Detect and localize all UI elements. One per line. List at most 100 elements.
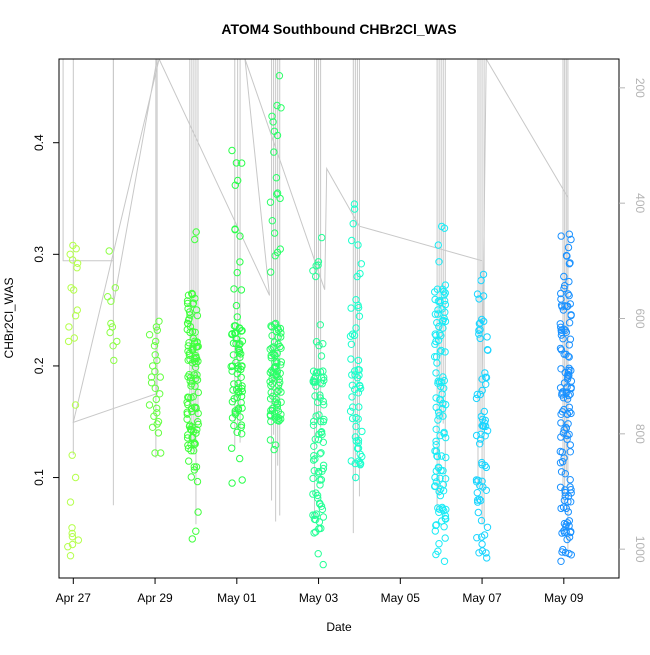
data-point-613	[472, 394, 481, 403]
data-point-577	[433, 452, 442, 461]
data-point-157	[188, 290, 197, 299]
data-point-31	[113, 337, 121, 346]
data-point-132	[186, 311, 194, 319]
data-point-39	[150, 342, 159, 350]
data-point-352	[266, 198, 275, 206]
data-point-341	[274, 340, 282, 348]
data-point-108	[186, 421, 194, 429]
data-point-757	[559, 458, 567, 466]
data-point-586	[434, 241, 442, 249]
data-point-603	[432, 331, 440, 340]
data-point-283	[277, 388, 285, 396]
data-point-591	[439, 505, 447, 513]
data-point-196	[231, 322, 240, 330]
data-point-15	[71, 473, 80, 482]
data-point-593	[441, 300, 450, 309]
data-point-665	[477, 516, 486, 525]
data-point-229	[228, 330, 237, 338]
data-point-164	[193, 338, 201, 346]
data-point-389	[311, 511, 319, 519]
data-point-490	[346, 407, 355, 415]
data-point-5	[73, 264, 81, 272]
data-point-767	[565, 408, 574, 416]
data-point-3	[68, 256, 77, 264]
y-tick-label-2: 0.3	[32, 246, 46, 263]
data-point-426	[317, 428, 326, 436]
data-point-439	[311, 392, 319, 400]
data-point-335	[268, 332, 276, 340]
data-point-723	[560, 519, 569, 528]
data-point-408	[309, 267, 317, 275]
data-point-764	[558, 389, 566, 397]
data-point-249	[237, 373, 245, 381]
data-point-653	[477, 412, 485, 421]
data-point-599	[438, 317, 447, 326]
data-point-451	[357, 260, 365, 268]
data-point-419	[318, 380, 326, 388]
data-point-64	[192, 374, 200, 382]
data-point-804	[557, 289, 565, 298]
data-point-467	[355, 381, 364, 390]
data-point-321	[267, 268, 275, 276]
data-point-756	[558, 548, 566, 556]
data-point-394	[310, 529, 318, 537]
data-point-355	[275, 72, 284, 80]
data-point-43	[151, 367, 159, 376]
data-point-328	[270, 350, 278, 359]
data-point-375	[316, 476, 324, 484]
data-point-49	[145, 401, 154, 409]
data-point-361	[315, 341, 323, 350]
data-point-201	[233, 428, 241, 436]
data-point-195	[234, 379, 243, 388]
data-point-48	[152, 395, 161, 404]
data-point-158	[190, 463, 199, 471]
data-point-332	[266, 368, 274, 377]
data-point-793	[567, 235, 575, 244]
data-point-747	[565, 403, 573, 411]
data-point-669	[476, 440, 484, 448]
data-point-466	[348, 381, 357, 389]
data-point-602	[432, 467, 440, 475]
data-point-334	[277, 398, 285, 406]
data-point-423	[315, 467, 323, 476]
data-point-50	[153, 404, 161, 412]
data-point-424	[317, 449, 325, 457]
data-point-363	[309, 421, 318, 429]
data-point-267	[268, 112, 276, 121]
data-point-638	[478, 547, 487, 555]
data-point-475	[355, 312, 364, 320]
data-point-317	[268, 406, 276, 415]
data-point-264	[269, 118, 277, 126]
data-point-11	[70, 334, 79, 342]
data-point-18	[68, 529, 76, 538]
data-point-13	[71, 401, 80, 409]
data-point-499	[350, 200, 359, 208]
y-tick-label-3: 0.4	[32, 134, 46, 151]
data-point-442	[318, 233, 326, 242]
data-point-492	[354, 356, 363, 365]
data-point-179	[238, 382, 246, 390]
data-point-166	[188, 433, 197, 441]
data-point-122	[184, 444, 193, 453]
x-tick-label-2: May 01	[217, 591, 257, 605]
data-point-557	[435, 412, 443, 420]
data-point-601	[437, 346, 445, 355]
data-point-305	[271, 252, 279, 260]
data-point-606	[431, 482, 439, 490]
data-point-568	[437, 466, 445, 475]
data-point-656	[476, 390, 484, 399]
data-point-246	[236, 353, 244, 362]
data-point-672	[477, 430, 485, 438]
data-point-458	[347, 457, 355, 465]
data-point-234	[231, 329, 239, 338]
data-point-596	[441, 317, 450, 326]
data-point-472	[346, 332, 355, 340]
data-point-626	[473, 534, 481, 542]
data-point-605	[439, 373, 447, 381]
data-point-785	[565, 549, 573, 558]
data-point-47	[156, 390, 164, 398]
data-point-648	[476, 325, 484, 334]
data-point-244	[235, 324, 244, 333]
data-point-662	[475, 326, 483, 335]
data-point-546	[431, 288, 439, 296]
